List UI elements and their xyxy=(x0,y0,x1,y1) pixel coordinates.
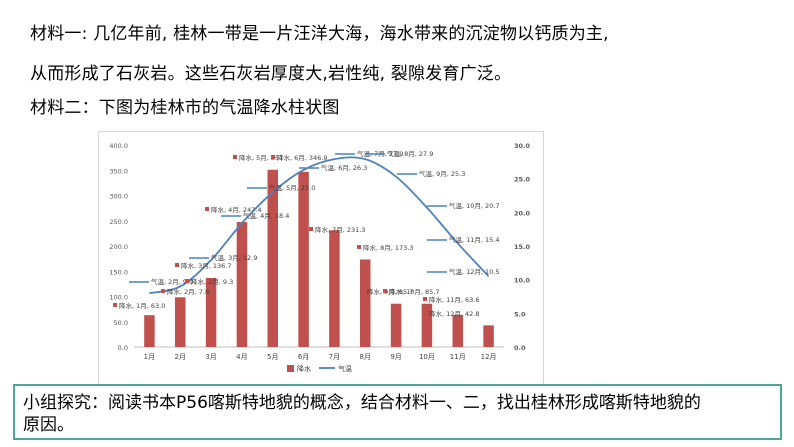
data-label: 气温, 6月, 26.3 xyxy=(321,163,367,172)
precip-bar xyxy=(390,303,402,347)
data-label: 降水, 4月, 247.4 xyxy=(211,205,262,214)
legend-temp-label: 气温 xyxy=(338,364,352,373)
left-axis-tick: 50.0 xyxy=(114,319,128,327)
right-axis-tick: 25.0 xyxy=(514,176,531,184)
data-label: 降水, 11月, 63.6 xyxy=(429,295,480,304)
right-axis-tick: 30.0 xyxy=(514,142,531,150)
data-label: 气温, 5月, 23.0 xyxy=(269,183,315,192)
data-label: 降水, 9月, 85.7 xyxy=(367,287,413,296)
precip-bar xyxy=(421,303,433,347)
left-axis-tick: 200.0 xyxy=(109,243,128,251)
precip-label-marker xyxy=(423,297,427,301)
x-tick-label: 4月 xyxy=(236,353,247,361)
data-label: 降水, 2月, 9.3 xyxy=(191,277,233,286)
precip-label-marker xyxy=(113,303,117,307)
x-tick-label: 10月 xyxy=(419,353,435,361)
left-axis-tick: 100.0 xyxy=(109,294,128,302)
left-axis-tick: 250.0 xyxy=(109,218,128,226)
data-label: 气温, 2月, 9.0 xyxy=(151,277,193,286)
data-label: 降水, 8月, 173.3 xyxy=(363,243,414,252)
x-tick-label: 11月 xyxy=(450,353,466,361)
data-label: 气温, 8月, 27.9 xyxy=(387,149,433,158)
data-label: 气温, 9月, 25.3 xyxy=(419,169,465,178)
precip-bar xyxy=(298,171,309,347)
x-tick-label: 6月 xyxy=(298,353,309,361)
x-tick-label: 9月 xyxy=(390,353,401,361)
precip-bar xyxy=(144,315,155,347)
right-axis-tick: 15.0 xyxy=(514,243,531,251)
data-label: 气温, 3月, 12.9 xyxy=(211,253,257,262)
left-axis-tick: 150.0 xyxy=(109,268,128,276)
material-one-line2: 从而形成了石灰岩。这些石灰岩厚度大,岩性纯, 裂隙发育广泛。 xyxy=(30,64,512,84)
x-tick-label: 12月 xyxy=(481,353,497,361)
precip-bar xyxy=(452,314,463,347)
x-tick-label: 7月 xyxy=(329,353,340,361)
climate-chart-svg: 0.0 50.0 100.0 150.0 200.0 250.0 300.0 350.0 400… xyxy=(109,142,531,373)
precip-bar xyxy=(329,230,340,347)
precip-label-marker xyxy=(233,155,237,159)
left-axis-tick: 400.0 xyxy=(109,142,128,150)
material-two-caption: 材料二：下图为桂林市的气温降水柱状图 xyxy=(30,98,340,118)
temperature-line xyxy=(149,156,490,295)
legend-precip-label: 降水 xyxy=(297,364,311,373)
precip-label-marker xyxy=(309,227,313,231)
x-tick-label: 5月 xyxy=(267,353,278,361)
right-axis-tick: 5.0 xyxy=(514,310,526,318)
precip-label-marker xyxy=(161,289,165,293)
task-box: 小组探究：阅读书本P56喀斯特地貌的概念，结合材料一、二，找出桂林形成喀斯特地貌… xyxy=(13,384,782,440)
x-tick-label: 3月 xyxy=(205,353,216,361)
precip-bar xyxy=(360,259,371,347)
data-label: 降水, 6月, 346.9 xyxy=(277,153,328,162)
x-tick-label: 1月 xyxy=(144,353,155,361)
precip-label-marker xyxy=(185,279,189,283)
data-label: 降水, 7月, 231.3 xyxy=(315,225,366,234)
data-label: 降水, 1月, 63.0 xyxy=(119,301,165,310)
precip-bar xyxy=(175,297,186,347)
data-label: 气温, 11月, 15.4 xyxy=(449,235,500,244)
precip-label-marker xyxy=(205,207,209,211)
precip-bar xyxy=(267,169,278,347)
precip-label-marker xyxy=(271,155,275,159)
data-label: 降水, 10月, 85.7 xyxy=(389,287,440,296)
task-text: 小组探究：阅读书本P56喀斯特地貌的概念，结合材料一、二，找出桂林形成喀斯特地貌… xyxy=(23,393,701,435)
data-label: 降水, 5月, 351 xyxy=(239,153,283,162)
data-label: 气温, 12月, 10.5 xyxy=(449,267,500,276)
precip-label-marker xyxy=(361,289,365,293)
data-label: 气温, 4月, 18.4 xyxy=(243,211,289,220)
data-label: 气温, 10月, 20.7 xyxy=(449,201,500,210)
data-label: 降水, 12月, 42.8 xyxy=(429,309,480,318)
right-axis-tick: 20.0 xyxy=(514,209,531,217)
right-axis-tick: 0.0 xyxy=(514,344,526,352)
precip-label-marker xyxy=(423,311,427,315)
precip-label-marker xyxy=(175,263,179,267)
data-label: 降水, 3月, 136.7 xyxy=(181,261,232,270)
left-axis-tick: 350.0 xyxy=(109,167,128,175)
precip-bar xyxy=(205,277,217,347)
climate-chart: 0.0 50.0 100.0 150.0 200.0 250.0 300.0 350.0 400… xyxy=(98,131,544,385)
x-tick-label: 2月 xyxy=(175,353,186,361)
left-axis-tick: 0.0 xyxy=(118,344,128,352)
material-one-line1: 材料一: 几亿年前, 桂林一带是一片汪洋大海，海水带来的沉淀物以钙质为主, xyxy=(30,24,609,44)
precip-label-marker xyxy=(357,245,361,249)
legend-precip-swatch xyxy=(287,365,294,372)
precip-bar xyxy=(236,222,248,347)
left-axis-tick: 300.0 xyxy=(109,193,128,201)
precip-bar xyxy=(483,325,494,347)
x-tick-label: 8月 xyxy=(360,353,371,361)
right-axis-tick: 10.0 xyxy=(514,277,531,285)
data-label: 降水, 2月, 7.8 xyxy=(167,287,209,296)
precip-label-marker xyxy=(383,289,387,293)
